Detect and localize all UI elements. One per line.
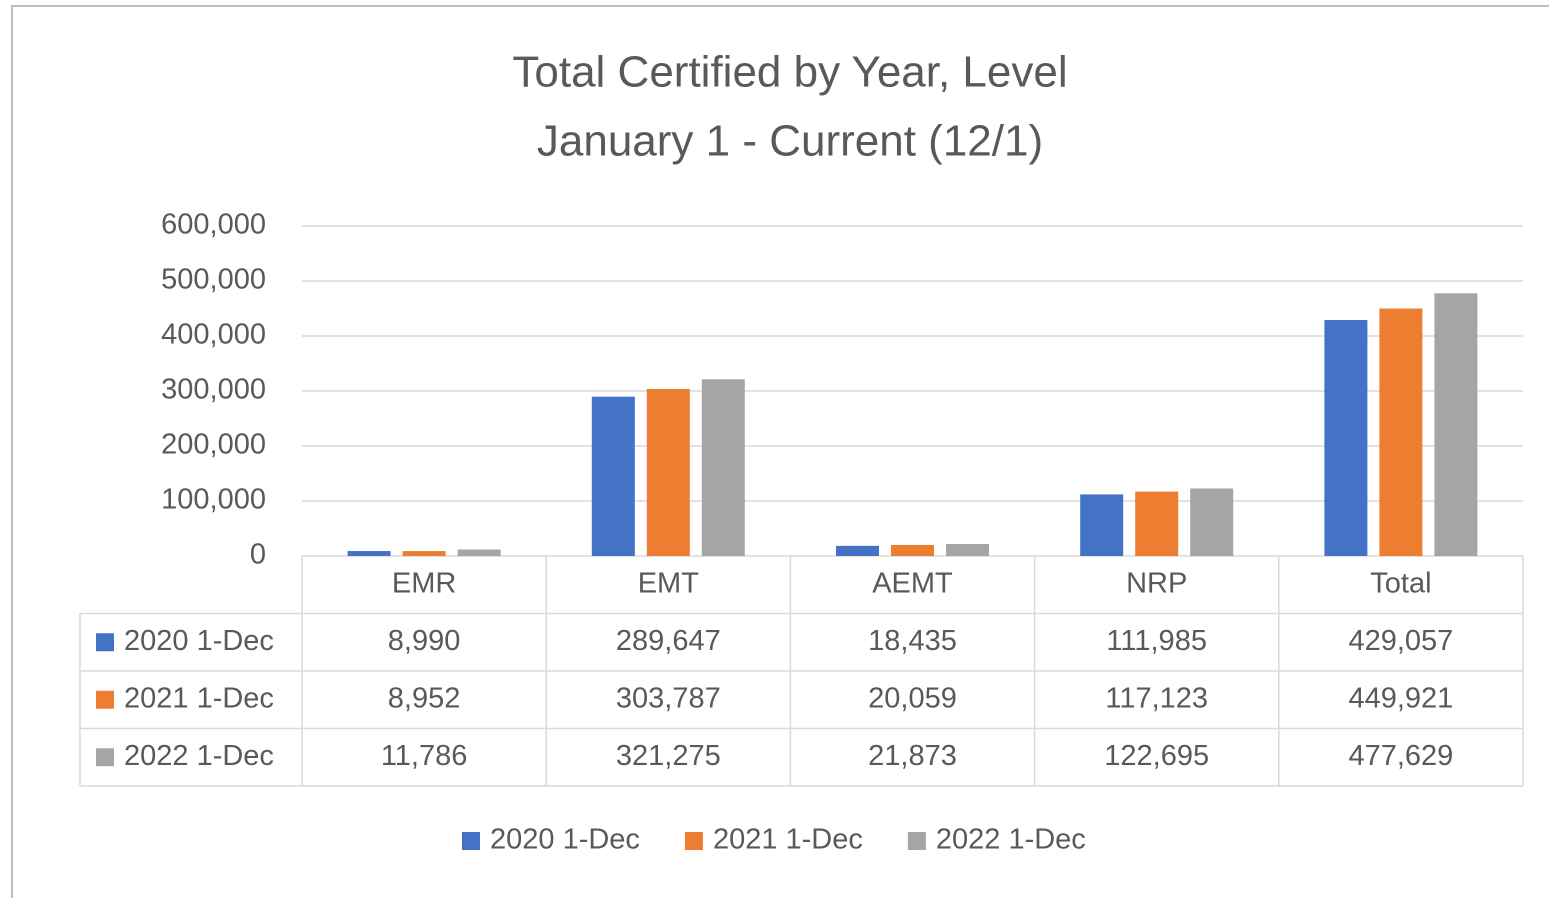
table-cell: 8,990 <box>388 625 461 657</box>
table-row-label: 2022 1-Dec <box>124 740 274 772</box>
table-cell: 117,123 <box>1105 682 1208 714</box>
table-cell: 20,059 <box>868 682 957 714</box>
table-cell: 11,786 <box>381 740 468 772</box>
table-cell: 429,057 <box>1348 625 1453 657</box>
table-legend-key <box>96 690 114 709</box>
y-tick-label: 0 <box>250 539 266 571</box>
table-cell: 321,275 <box>616 740 721 772</box>
x-tick-label: EMT <box>638 567 700 599</box>
bar <box>347 551 391 556</box>
y-tick-label: 500,000 <box>161 264 266 296</box>
bar <box>646 388 690 556</box>
bar <box>1434 293 1478 556</box>
table-cell: 111,985 <box>1106 625 1207 657</box>
table-cell: 449,921 <box>1348 682 1453 714</box>
chart-subtitle: January 1 - Current (12/1) <box>537 117 1043 166</box>
bar <box>701 379 745 556</box>
table-cell: 289,647 <box>616 625 721 657</box>
legend-label: 2022 1-Dec <box>936 824 1086 856</box>
bar <box>402 551 446 556</box>
y-tick-label: 600,000 <box>161 209 266 241</box>
legend-key <box>907 832 926 850</box>
table-row-label: 2021 1-Dec <box>124 682 274 714</box>
legend-key <box>462 832 480 850</box>
bar <box>1379 308 1423 556</box>
bar <box>1190 488 1234 556</box>
table-row-label: 2020 1-Dec <box>124 625 274 657</box>
legend-label: 2020 1-Dec <box>490 824 640 856</box>
y-tick-label: 400,000 <box>161 319 266 351</box>
table-cell: 122,695 <box>1104 740 1209 772</box>
bar <box>591 396 635 556</box>
bar <box>1080 494 1124 556</box>
table-legend-key <box>96 748 114 767</box>
bar <box>836 545 879 556</box>
chart-title: Total Certified by Year, Level <box>512 48 1067 97</box>
legend-key <box>684 832 703 850</box>
y-tick-label: 300,000 <box>161 374 266 406</box>
table-cell: 18,435 <box>868 625 957 657</box>
table-cell: 21,873 <box>868 740 957 772</box>
table-cell: 8,952 <box>388 682 461 714</box>
legend-label: 2021 1-Dec <box>713 824 863 856</box>
bar <box>1324 320 1368 556</box>
bar <box>891 544 934 556</box>
bar <box>457 549 501 556</box>
y-tick-label: 100,000 <box>161 484 266 516</box>
bar <box>1135 491 1179 556</box>
table-cell: 477,629 <box>1348 740 1453 772</box>
x-tick-label: AEMT <box>872 567 953 599</box>
chart-frame <box>11 5 1549 898</box>
table-cell: 303,787 <box>616 682 721 714</box>
x-tick-label: Total <box>1370 567 1431 599</box>
bar <box>946 543 989 556</box>
y-tick-label: 200,000 <box>161 429 266 461</box>
x-tick-label: EMR <box>392 567 456 599</box>
x-tick-label: NRP <box>1126 567 1187 599</box>
table-legend-key <box>96 633 114 652</box>
